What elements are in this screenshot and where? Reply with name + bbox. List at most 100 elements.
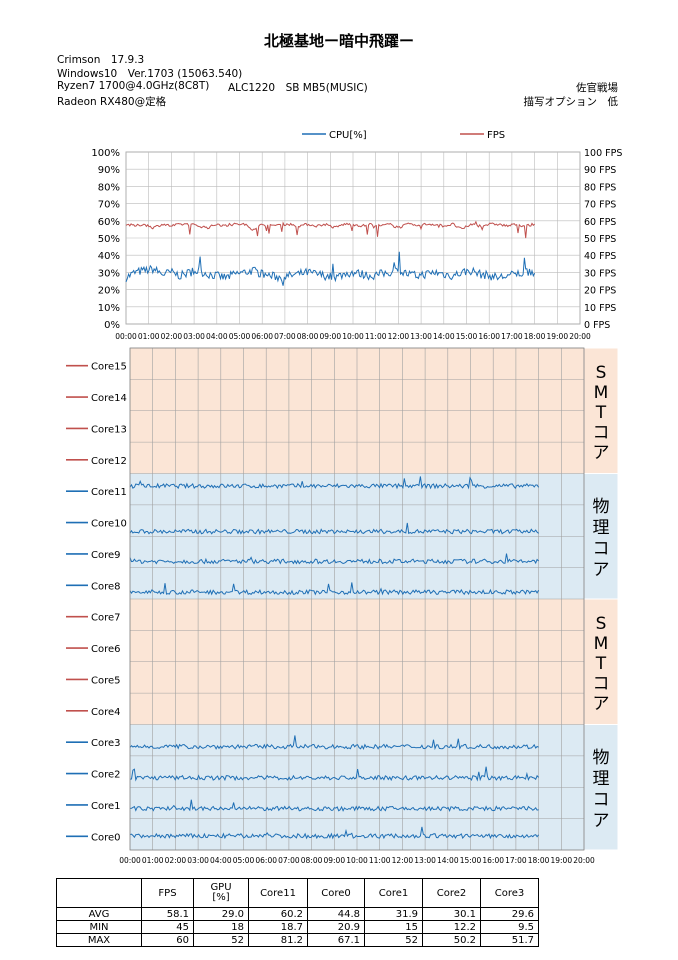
x-tick-label: 07:00 — [278, 856, 300, 865]
cpu-info: Ryzen7 1700@4.0GHz(8C8T) — [57, 80, 210, 92]
table-cell: 67.1 — [307, 933, 365, 947]
stats-table: FPS GPU [%] Core11 Core0 Core1 Core2 Cor… — [56, 878, 539, 947]
core-group-label-char: T — [595, 403, 607, 423]
series-line-cpu — [125, 251, 536, 286]
x-tick-label: 03:00 — [183, 332, 205, 341]
x-tick-label: 14:00 — [433, 332, 455, 341]
core-group-label-char: ア — [593, 560, 610, 580]
core-group-label-char: S — [596, 363, 607, 383]
y-tick-label-right: 0 FPS — [584, 320, 610, 331]
x-tick-label: 06:00 — [251, 332, 273, 341]
col-fps: FPS — [141, 878, 194, 908]
legend-label-core3: Core3 — [91, 738, 121, 749]
table-cell: 31.9 — [364, 907, 423, 921]
core-group-label-box — [583, 347, 619, 474]
y-tick-label-right: 10 FPS — [584, 303, 616, 314]
performance-charts: 0% 0 FPS 10% 10 FPS 20% 20 FPS 30% 30 FPS 40% 40 … — [66, 130, 622, 865]
table-row: MIN 45 18 18.7 20.9 15 12.2 9.5 — [56, 920, 539, 934]
x-tick-label: 16:00 — [478, 332, 500, 341]
y-tick-label-left: 40% — [98, 251, 120, 262]
core-group-label-char: 理 — [593, 769, 610, 789]
core-group-label-char: 物 — [593, 748, 610, 768]
core-group-label-char: M — [594, 383, 609, 403]
y-tick-label-right: 40 FPS — [584, 251, 616, 262]
table-cell: 30.1 — [422, 907, 481, 921]
x-tick-label: 11:00 — [365, 332, 387, 341]
y-tick-label-left: 80% — [98, 182, 120, 193]
x-tick-label: 08:00 — [301, 856, 323, 865]
x-tick-label: 00:00 — [115, 332, 137, 341]
x-tick-label: 20:00 — [573, 856, 595, 865]
y-tick-label-right: 20 FPS — [584, 286, 616, 297]
core-group-label-box — [583, 724, 619, 851]
legend-label-cpu: CPU[%] — [329, 130, 367, 141]
legend-label-core2: Core2 — [91, 770, 121, 781]
core-group-label-char: M — [594, 634, 609, 654]
table-cell: 12.2 — [422, 920, 481, 934]
table-cell: 15 — [364, 920, 423, 934]
x-tick-label: 18:00 — [524, 332, 546, 341]
table-cell: 58.1 — [141, 907, 194, 921]
y-tick-label-right: 70 FPS — [584, 200, 616, 211]
y-tick-label-left: 20% — [98, 286, 120, 297]
core-group-label-char: コ — [593, 674, 610, 694]
core-group-label-char: コ — [593, 423, 610, 443]
core-line-core3 — [129, 735, 539, 751]
y-tick-label-right: 80 FPS — [584, 182, 616, 193]
y-tick-label-right: 60 FPS — [584, 217, 616, 228]
x-tick-label: 19:00 — [546, 332, 568, 341]
gpu-info: Radeon RX480@定格 — [57, 96, 167, 108]
core-group-label-char: ア — [593, 811, 610, 831]
stats-corner — [56, 878, 142, 908]
core-line-core0 — [129, 826, 539, 840]
y-tick-label-left: 100% — [91, 148, 120, 159]
core-line-core11 — [129, 476, 540, 490]
mode-info: 佐官戦場 — [576, 82, 618, 94]
series-line-fps — [125, 220, 535, 239]
core-group-label-char: ア — [593, 443, 610, 463]
x-tick-label: 09:00 — [323, 856, 345, 865]
col-core0: Core0 — [307, 878, 365, 908]
core-group-label-char: S — [596, 614, 607, 634]
y-tick-label-left: 0% — [104, 320, 120, 331]
legend-label-core9: Core9 — [91, 550, 121, 561]
driver-info: Crimson 17.9.3 — [57, 54, 145, 66]
table-cell: 51.7 — [480, 933, 539, 947]
legend-label-core5: Core5 — [91, 675, 121, 686]
table-cell: 50.2 — [422, 933, 481, 947]
legend-label-core1: Core1 — [91, 801, 121, 812]
table-cell: 60.2 — [248, 907, 308, 921]
table-cell: 18 — [193, 920, 249, 934]
os-info: Windows10 Ver.1703 (15063.540) — [57, 68, 243, 80]
legend-label-core14: Core14 — [91, 393, 127, 404]
col-core1: Core1 — [364, 878, 423, 908]
core-line-core10 — [129, 522, 539, 536]
col-core2: Core2 — [422, 878, 481, 908]
table-cell: 44.8 — [307, 907, 365, 921]
x-tick-label: 12:00 — [388, 332, 410, 341]
x-tick-label: 17:00 — [501, 332, 523, 341]
row-label: AVG — [56, 907, 142, 921]
x-tick-label: 06:00 — [255, 856, 277, 865]
audio-info: ALC1220 SB MB5(MUSIC) — [228, 82, 368, 94]
x-tick-label: 13:00 — [414, 856, 436, 865]
y-tick-label-right: 90 FPS — [584, 165, 616, 176]
row-label: MAX — [56, 933, 142, 947]
core-group-label-char: T — [595, 654, 607, 674]
x-tick-label: 17:00 — [505, 856, 527, 865]
x-tick-label: 05:00 — [229, 332, 251, 341]
x-tick-label: 01:00 — [142, 856, 164, 865]
x-tick-label: 10:00 — [342, 332, 364, 341]
core-line-core8 — [129, 582, 540, 596]
table-cell: 18.7 — [248, 920, 308, 934]
y-tick-label-right: 50 FPS — [584, 234, 616, 245]
legend-label-core13: Core13 — [91, 424, 127, 435]
y-tick-label-right: 30 FPS — [584, 268, 616, 279]
page-title: 北極基地ー暗中飛躍ー — [263, 32, 414, 50]
y-tick-label-left: 10% — [98, 303, 120, 314]
col-core3: Core3 — [480, 878, 539, 908]
x-tick-label: 00:00 — [119, 856, 141, 865]
table-cell: 52 — [364, 933, 423, 947]
col-gpu: GPU [%] — [193, 878, 249, 908]
table-cell: 29.6 — [480, 907, 539, 921]
